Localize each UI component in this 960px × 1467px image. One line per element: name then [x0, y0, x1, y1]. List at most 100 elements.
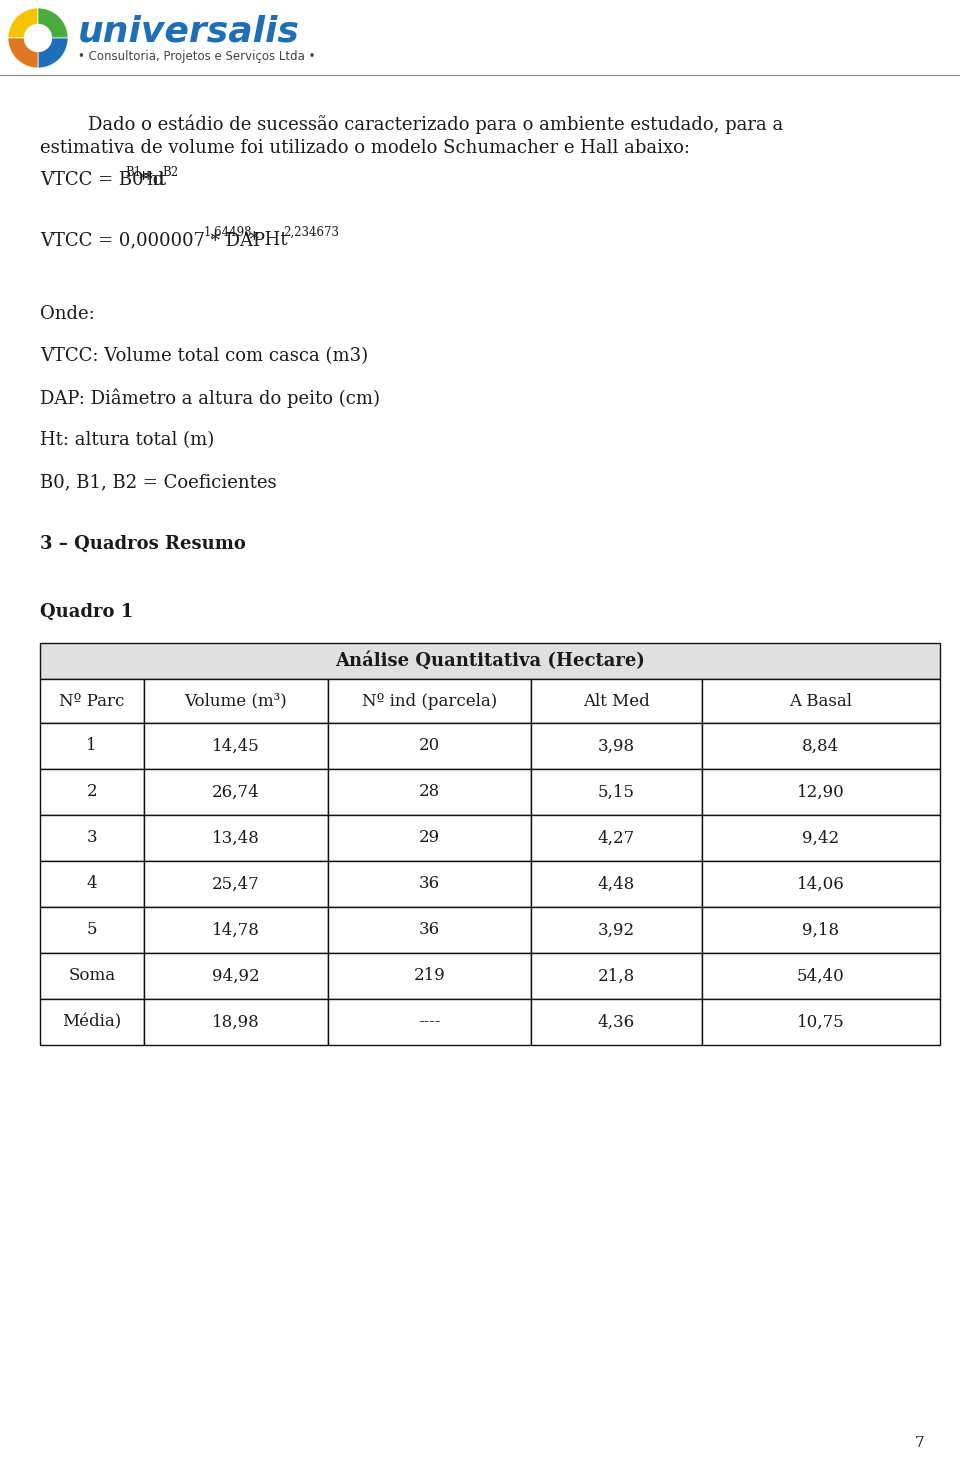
Text: ----: ---- [418, 1014, 441, 1030]
Bar [143, 723, 328, 769]
Bar [531, 861, 702, 907]
Wedge shape [8, 38, 38, 67]
Text: VTCC: Volume total com casca (m3): VTCC: Volume total com casca (m3) [40, 348, 368, 365]
Text: 13,48: 13,48 [212, 829, 260, 846]
Text: 5: 5 [86, 921, 97, 939]
Text: 4,36: 4,36 [597, 1014, 635, 1030]
Bar [40, 954, 143, 999]
Bar [702, 999, 940, 1045]
Bar [531, 816, 702, 861]
Text: 14,06: 14,06 [797, 876, 845, 892]
Text: 14,78: 14,78 [212, 921, 260, 939]
Text: Onde:: Onde: [40, 305, 95, 323]
Bar [143, 861, 328, 907]
Text: 21,8: 21,8 [597, 968, 635, 984]
Bar [143, 999, 328, 1045]
Text: B2: B2 [162, 166, 179, 179]
Text: 10,75: 10,75 [797, 1014, 845, 1030]
Text: 29: 29 [419, 829, 440, 846]
Bar [143, 907, 328, 954]
Wedge shape [38, 38, 68, 67]
Bar [40, 643, 940, 679]
Text: 9,18: 9,18 [803, 921, 839, 939]
Text: DAP: Diâmetro a altura do peito (cm): DAP: Diâmetro a altura do peito (cm) [40, 389, 380, 408]
Text: 36: 36 [419, 921, 440, 939]
Bar [40, 769, 143, 816]
Text: 54,40: 54,40 [797, 968, 845, 984]
Text: Nº ind (parcela): Nº ind (parcela) [362, 692, 497, 710]
Text: 4: 4 [86, 876, 97, 892]
Bar [531, 907, 702, 954]
Text: VTCC = 0,000007 * DAP: VTCC = 0,000007 * DAP [40, 230, 265, 249]
Text: * Ht: * Ht [245, 230, 288, 249]
Bar [143, 816, 328, 861]
Bar [531, 679, 702, 723]
Bar [531, 954, 702, 999]
Text: Nº Parc: Nº Parc [60, 692, 125, 710]
Text: 36: 36 [419, 876, 440, 892]
Bar [702, 769, 940, 816]
Bar [328, 907, 531, 954]
Bar [702, 679, 940, 723]
Text: 5,15: 5,15 [597, 783, 635, 801]
Bar [328, 861, 531, 907]
Text: 4,27: 4,27 [597, 829, 635, 846]
Bar [40, 679, 143, 723]
Text: Volume (m³): Volume (m³) [184, 692, 287, 710]
Text: 28: 28 [419, 783, 440, 801]
Bar [143, 954, 328, 999]
Text: 2,234673: 2,234673 [283, 226, 340, 239]
Wedge shape [8, 7, 38, 38]
Text: 25,47: 25,47 [212, 876, 259, 892]
Text: 26,74: 26,74 [212, 783, 259, 801]
Text: Análise Quantitativa (Hectare): Análise Quantitativa (Hectare) [335, 651, 645, 670]
Bar [328, 954, 531, 999]
Circle shape [8, 7, 68, 67]
Text: B0, B1, B2 = Coeficientes: B0, B1, B2 = Coeficientes [40, 472, 276, 491]
Text: 20: 20 [419, 738, 440, 754]
Bar [531, 999, 702, 1045]
Bar [531, 769, 702, 816]
Text: 94,92: 94,92 [212, 968, 259, 984]
Bar [40, 861, 143, 907]
Text: 7: 7 [915, 1436, 924, 1449]
Bar [702, 723, 940, 769]
Text: Ht: altura total (m): Ht: altura total (m) [40, 431, 214, 449]
Text: 18,98: 18,98 [212, 1014, 259, 1030]
Text: Alt Med: Alt Med [583, 692, 649, 710]
Text: 1: 1 [86, 738, 97, 754]
Bar [702, 816, 940, 861]
Text: *ht: *ht [139, 172, 167, 189]
Bar [328, 723, 531, 769]
Wedge shape [38, 7, 68, 38]
Bar [40, 816, 143, 861]
Text: B1: B1 [126, 166, 142, 179]
Text: Quadro 1: Quadro 1 [40, 603, 133, 621]
Text: 219: 219 [414, 968, 445, 984]
Bar [40, 907, 143, 954]
Bar [328, 999, 531, 1045]
Bar [702, 907, 940, 954]
Bar [143, 679, 328, 723]
Text: 3 – Quadros Resumo: 3 – Quadros Resumo [40, 535, 246, 553]
Bar [40, 999, 143, 1045]
Text: 4,48: 4,48 [597, 876, 635, 892]
Text: 3,98: 3,98 [597, 738, 635, 754]
Bar [143, 769, 328, 816]
Text: 12,90: 12,90 [797, 783, 845, 801]
Text: universalis: universalis [78, 15, 300, 48]
Circle shape [25, 25, 52, 51]
Text: A Basal: A Basal [789, 692, 852, 710]
Bar [328, 679, 531, 723]
Bar [328, 816, 531, 861]
Bar [328, 769, 531, 816]
Text: VTCC = B0*d: VTCC = B0*d [40, 172, 164, 189]
Text: Média): Média) [62, 1014, 121, 1030]
Bar [702, 954, 940, 999]
Text: 8,84: 8,84 [803, 738, 839, 754]
Text: 14,45: 14,45 [212, 738, 259, 754]
Text: 9,42: 9,42 [803, 829, 839, 846]
Text: Soma: Soma [68, 968, 115, 984]
Text: Dado o estádio de sucessão caracterizado para o ambiente estudado, para a: Dado o estádio de sucessão caracterizado… [88, 114, 783, 135]
Text: 1,64498: 1,64498 [204, 226, 252, 239]
